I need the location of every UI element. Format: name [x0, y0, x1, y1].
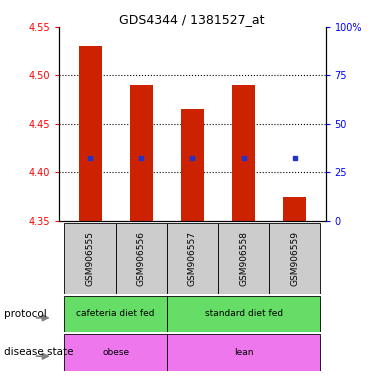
FancyBboxPatch shape — [64, 223, 116, 294]
FancyBboxPatch shape — [167, 296, 321, 332]
FancyBboxPatch shape — [167, 223, 218, 294]
Bar — [283, 197, 306, 221]
Text: lean: lean — [234, 348, 254, 357]
Text: GSM906557: GSM906557 — [188, 231, 197, 286]
Text: GSM906556: GSM906556 — [137, 231, 146, 286]
Text: obese: obese — [102, 348, 129, 357]
FancyBboxPatch shape — [167, 334, 321, 371]
Text: disease state: disease state — [4, 347, 73, 358]
Text: GDS4344 / 1381527_at: GDS4344 / 1381527_at — [119, 13, 264, 26]
Bar — [130, 85, 153, 221]
Text: cafeteria diet fed: cafeteria diet fed — [77, 310, 155, 318]
Text: GSM906559: GSM906559 — [290, 231, 300, 286]
Text: GSM906555: GSM906555 — [85, 231, 95, 286]
Bar — [181, 109, 204, 221]
FancyBboxPatch shape — [64, 296, 167, 332]
FancyBboxPatch shape — [218, 223, 269, 294]
Text: standard diet fed: standard diet fed — [205, 310, 283, 318]
FancyBboxPatch shape — [64, 334, 167, 371]
Text: protocol: protocol — [4, 309, 47, 319]
FancyBboxPatch shape — [116, 223, 167, 294]
Text: GSM906558: GSM906558 — [239, 231, 248, 286]
FancyBboxPatch shape — [269, 223, 321, 294]
Bar — [79, 46, 101, 221]
Bar — [232, 85, 255, 221]
